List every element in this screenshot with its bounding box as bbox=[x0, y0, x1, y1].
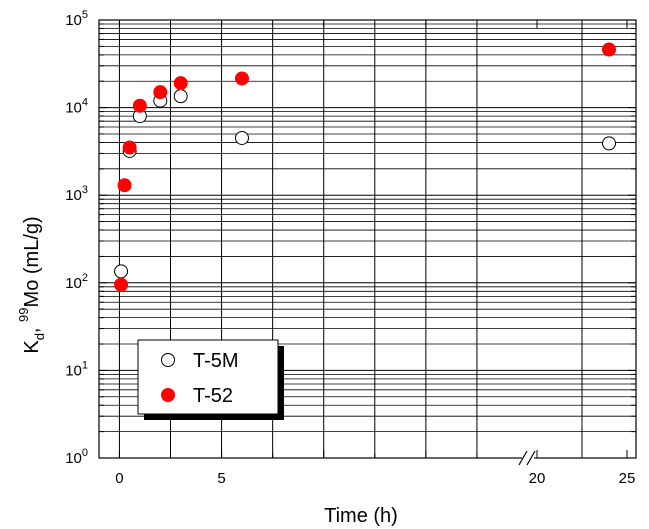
y-tick-label-exponent: 2 bbox=[82, 272, 88, 284]
legend-marker bbox=[161, 353, 175, 367]
legend-marker bbox=[161, 388, 175, 402]
series-t5m-point bbox=[602, 136, 616, 151]
y-tick-label-base: 10 bbox=[65, 187, 82, 204]
y-tick-label-base: 10 bbox=[65, 275, 82, 292]
x-tick-label: 25 bbox=[619, 470, 636, 487]
legend: T-5M T-52 bbox=[137, 339, 284, 420]
series-t52-point bbox=[122, 140, 137, 155]
y-tick-label-base: 10 bbox=[65, 12, 82, 29]
y-tick-label-base: 10 bbox=[65, 362, 82, 379]
y-tick-label-base: 10 bbox=[65, 100, 82, 117]
series-t5m-point bbox=[114, 264, 129, 279]
x-axis-break-slash bbox=[526, 450, 536, 466]
y-tick-label: 103 bbox=[65, 184, 88, 204]
legend-box bbox=[137, 339, 279, 415]
x-axis-break bbox=[518, 450, 536, 466]
series-t52-point bbox=[235, 71, 249, 86]
y-tick-label-exponent: 5 bbox=[82, 9, 88, 21]
y-tick-label: 102 bbox=[65, 272, 88, 292]
y-tick-label: 101 bbox=[65, 359, 88, 379]
y-tick-label: 100 bbox=[65, 447, 88, 467]
y-tick-label-base: 10 bbox=[65, 450, 82, 467]
x-axis-title: Time (h) bbox=[324, 505, 398, 527]
legend-label: T-52 bbox=[193, 385, 233, 407]
series-t52-point bbox=[602, 42, 616, 57]
series-t5m-point bbox=[173, 89, 188, 104]
y-axis-title: Kd, 99Mo (mL/g) bbox=[16, 216, 47, 353]
y-tick-label-exponent: 3 bbox=[82, 184, 88, 196]
series-t52-point bbox=[153, 85, 168, 100]
y-axis-title-superscript: 99 bbox=[16, 307, 31, 321]
x-tick-label: 20 bbox=[529, 470, 546, 487]
legend-label: T-5M bbox=[193, 350, 239, 372]
x-tick-label: 0 bbox=[115, 470, 123, 487]
y-tick-label-exponent: 4 bbox=[82, 97, 88, 109]
y-axis-title-rest: Mo (mL/g) bbox=[21, 216, 43, 307]
series-t52-point bbox=[114, 277, 129, 292]
y-tick-label-exponent: 1 bbox=[82, 359, 88, 371]
y-tick-label: 105 bbox=[65, 9, 88, 29]
y-axis-title-subscript: d bbox=[32, 333, 47, 340]
series-t5m-point bbox=[235, 130, 249, 145]
x-axis-break-slash bbox=[518, 450, 528, 466]
plot-frame bbox=[98, 19, 637, 459]
data-points bbox=[114, 42, 616, 292]
y-axis-title-prefix: K bbox=[21, 340, 43, 354]
axis-ticks bbox=[99, 20, 636, 458]
y-axis-title-comma: , bbox=[21, 322, 43, 333]
axes-frame bbox=[98, 19, 637, 466]
y-tick-label-exponent: 0 bbox=[82, 447, 88, 459]
y-tick-label: 104 bbox=[65, 97, 88, 117]
series-t52-point bbox=[132, 98, 147, 113]
series-t52-point bbox=[117, 178, 132, 193]
series-t52-point bbox=[173, 76, 188, 91]
x-tick-label: 5 bbox=[217, 470, 225, 487]
